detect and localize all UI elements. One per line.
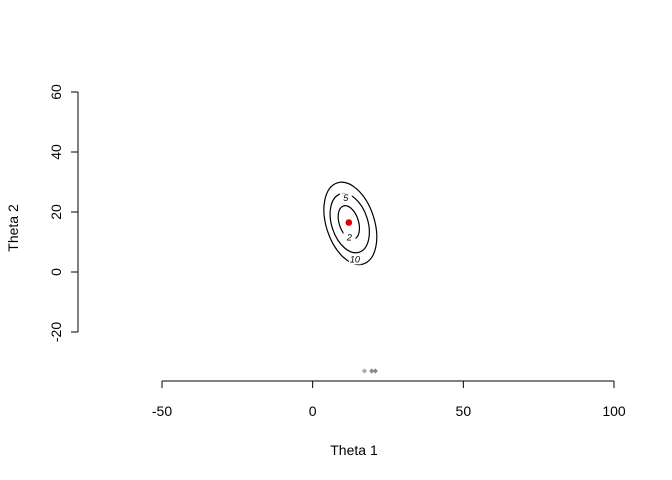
contour-lines: 2 5 10 (323, 181, 378, 266)
contour-label-bg (343, 232, 356, 243)
contour-level-10 (323, 181, 378, 266)
contour-label-10: 10 (350, 254, 360, 264)
x-axis: -50 0 50 100 (152, 380, 626, 419)
contour-label-5: 5 (343, 193, 349, 203)
y-axis: -20 0 20 40 60 (48, 84, 79, 342)
rug-point (369, 368, 375, 374)
contour-label-2: 2 (346, 233, 352, 243)
rug-point (372, 368, 378, 374)
y-tick-label: -20 (48, 322, 64, 342)
y-tick-label: 60 (48, 84, 64, 100)
x-axis-title: Theta 1 (330, 442, 378, 458)
data-points (345, 219, 378, 374)
x-tick-label: 0 (309, 403, 317, 419)
contour-label-bg (348, 254, 361, 265)
y-tick-label: 20 (48, 204, 64, 220)
x-tick-label: 100 (602, 403, 626, 419)
y-axis-title: Theta 2 (5, 204, 21, 252)
x-tick-label: 50 (456, 403, 472, 419)
rug-point (361, 368, 368, 374)
contour-label-bg (339, 193, 352, 204)
y-tick-label: 40 (48, 144, 64, 160)
x-tick-label: -50 (152, 403, 172, 419)
y-tick-label: 0 (48, 268, 64, 276)
center-point (345, 219, 353, 226)
